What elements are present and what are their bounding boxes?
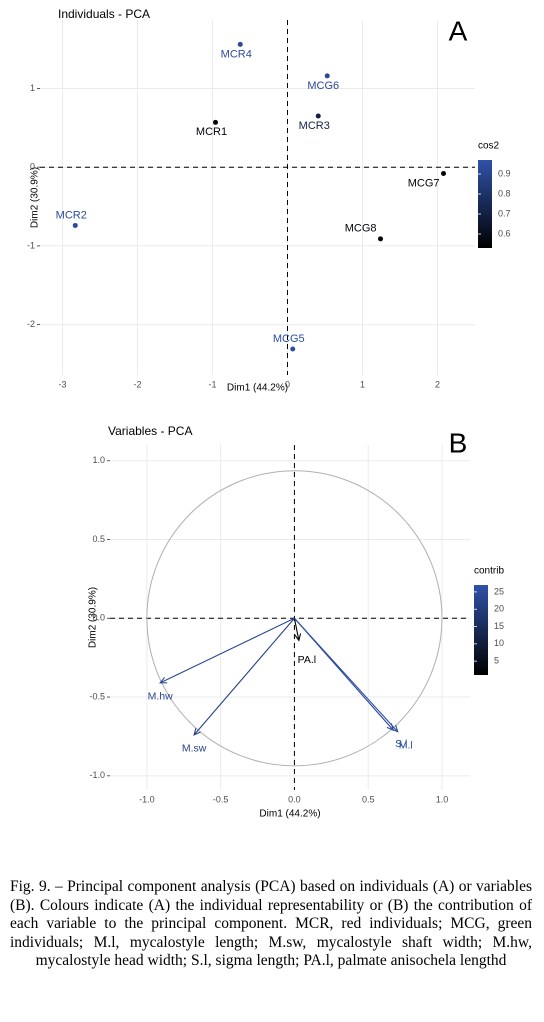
- point-label: MCG7: [408, 177, 440, 189]
- correlation-circle: [146, 470, 443, 767]
- panel-label: A: [449, 15, 468, 46]
- x-tick-label: 1: [360, 379, 365, 389]
- x-tick-label: 0.5: [362, 794, 375, 804]
- panel-label: B: [449, 427, 468, 458]
- arrow-shaft: [293, 618, 300, 641]
- y-tick-label: -2: [27, 319, 35, 329]
- arrow-head: [294, 633, 302, 642]
- arrow-label: S.l: [395, 738, 407, 750]
- x-tick-label: -1.0: [139, 794, 155, 804]
- point: [290, 346, 296, 352]
- colorbar-tick-label: 10: [494, 638, 504, 648]
- colorbar-title: contrib: [474, 566, 504, 577]
- y-tick-label: -1.0: [89, 770, 105, 780]
- point: [213, 119, 218, 125]
- arrow-label: M.l: [399, 739, 413, 751]
- arrow-label: PA.l: [298, 654, 316, 666]
- point: [237, 41, 243, 47]
- point: [324, 73, 330, 79]
- y-tick-label: 0: [30, 162, 35, 172]
- point-label: MCR2: [56, 209, 87, 221]
- arrow-head: [391, 724, 399, 733]
- figure-caption: Fig. 9. – Principal component analysis (…: [10, 878, 532, 969]
- y-tick-label: 1: [30, 83, 35, 93]
- x-tick-label: 0.0: [288, 794, 301, 804]
- x-tick-label: 1.0: [436, 794, 449, 804]
- y-tick-label: 0.0: [92, 613, 105, 623]
- y-tick-label: 1.0: [92, 455, 105, 465]
- arrow: [159, 617, 295, 684]
- x-axis-label: Dim1 (44.2%): [227, 383, 288, 394]
- x-tick-label: -2: [133, 379, 141, 389]
- point-label: MCG5: [273, 333, 305, 345]
- point-label: MCR3: [299, 120, 330, 132]
- x-tick-label: -0.5: [213, 794, 229, 804]
- point: [315, 113, 321, 119]
- arrow: [293, 618, 302, 642]
- colorbar-title: cos2: [478, 141, 500, 152]
- arrow-label: M.sw: [182, 743, 207, 755]
- colorbar: [474, 585, 488, 675]
- y-tick-label: 0.5: [92, 534, 105, 544]
- x-tick-label: -1: [208, 379, 216, 389]
- colorbar-tick-label: 25: [494, 586, 504, 596]
- arrow-label: M.hw: [148, 691, 174, 703]
- y-axis-label: Dim2 (30.9%): [30, 167, 41, 228]
- x-tick-label: 2: [435, 379, 440, 389]
- colorbar: [478, 160, 492, 248]
- arrow-shaft: [193, 617, 295, 736]
- x-axis-label: Dim1 (44.2%): [259, 809, 320, 820]
- colorbar-tick-label: 20: [494, 604, 504, 614]
- point-label: MCG8: [345, 223, 377, 235]
- point: [441, 170, 446, 176]
- arrow-head: [193, 727, 201, 736]
- arrow: [294, 617, 399, 733]
- point: [378, 236, 383, 242]
- arrow-head: [159, 677, 168, 684]
- colorbar-tick-label: 15: [494, 621, 504, 631]
- arrow-shaft: [294, 617, 399, 733]
- figure: Individuals - PCA A Dim1 (44.2%) Dim2 (30.9…: [27, 7, 511, 820]
- colorbar-tick-label: 0.7: [498, 208, 511, 218]
- chart-title: Individuals - PCA: [58, 7, 150, 21]
- y-axis-label: Dim2 (30.9%): [88, 587, 99, 648]
- arrow: [193, 617, 295, 736]
- x-tick-label: -3: [58, 379, 66, 389]
- y-tick-label: -1: [27, 240, 35, 250]
- point-label: MCR1: [196, 126, 227, 138]
- colorbar-tick-label: 0.8: [498, 188, 511, 198]
- colorbar-tick-label: 0.9: [498, 168, 511, 178]
- chart-title: Variables - PCA: [108, 424, 192, 438]
- arrow-shaft: [159, 617, 295, 684]
- x-tick-label: 0: [285, 379, 290, 389]
- colorbar-tick-label: 5: [494, 656, 499, 666]
- point: [72, 222, 78, 228]
- y-tick-label: -0.5: [89, 691, 105, 701]
- colorbar-tick-label: 0.6: [498, 228, 511, 238]
- point-label: MCR4: [221, 48, 252, 60]
- point-label: MCG6: [307, 80, 339, 92]
